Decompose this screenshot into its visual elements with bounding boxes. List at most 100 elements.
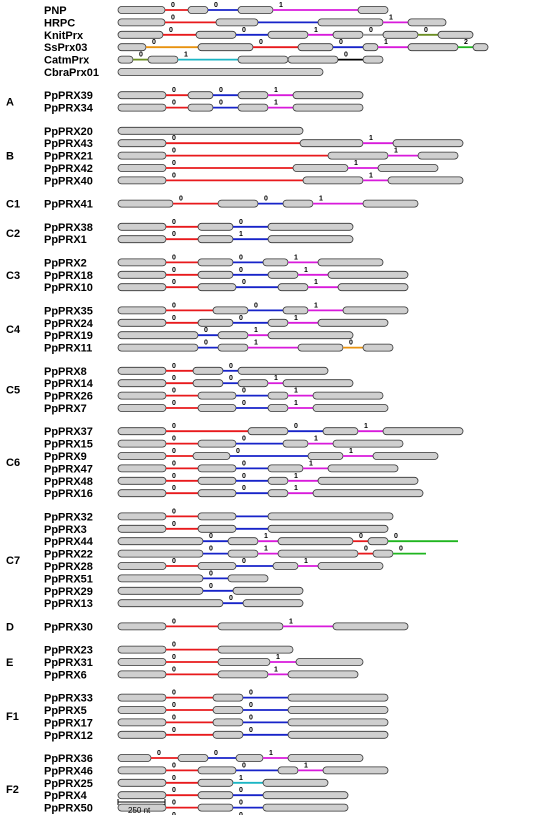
group-label-f2: F2 bbox=[6, 784, 19, 796]
intron-phase-label: 0 bbox=[172, 642, 176, 649]
gene-row-ppprx39: PpPRX39 0 0 1 bbox=[44, 87, 364, 102]
exon-block bbox=[267, 404, 289, 412]
exon-block bbox=[377, 164, 439, 172]
exon-block bbox=[217, 331, 249, 340]
intron-phase-label: 0 bbox=[172, 762, 176, 769]
group-label-a: A bbox=[6, 96, 14, 108]
exon-block bbox=[117, 379, 167, 388]
intron-phase-label: 0 bbox=[359, 533, 363, 540]
gene-name: PpPRX19 bbox=[44, 330, 93, 342]
gene-name: PpPRX50 bbox=[44, 803, 93, 815]
exon-block bbox=[117, 622, 167, 631]
gene-row-ppprx31: PpPRX31 0 1 bbox=[44, 654, 364, 669]
gene-name: PpPRX15 bbox=[44, 439, 93, 451]
exon-block bbox=[217, 645, 294, 654]
exon-block bbox=[282, 439, 309, 448]
intron-phase-label: 0 bbox=[259, 39, 263, 46]
gene-name: PpPRX39 bbox=[44, 90, 93, 102]
gene-name: PpPRX26 bbox=[44, 391, 93, 403]
intron-phase-label: 0 bbox=[172, 521, 176, 528]
intron-phase-label: 1 bbox=[354, 160, 358, 167]
gene-row-ppprx23: PpPRX23 0 bbox=[44, 642, 294, 657]
exon-block bbox=[197, 404, 237, 412]
intron-phase-label: 0 bbox=[242, 473, 246, 480]
exon-block bbox=[332, 30, 364, 39]
gene-name: PpPRX6 bbox=[44, 669, 87, 681]
gene-name: PpPRX13 bbox=[44, 598, 93, 610]
intron-phase-label: 1 bbox=[264, 533, 268, 540]
intron-phase-label: 0 bbox=[172, 135, 176, 142]
intron-phase-label: 0 bbox=[172, 231, 176, 238]
intron-phase-label: 1 bbox=[274, 100, 278, 107]
gene-name: PpPRX38 bbox=[44, 222, 93, 234]
intron-phase-label: 0 bbox=[229, 375, 233, 382]
exon-block bbox=[117, 126, 304, 135]
exon-block bbox=[117, 537, 204, 546]
intron-phase-label: 1 bbox=[304, 558, 308, 565]
exon-block bbox=[317, 258, 384, 267]
exon-block bbox=[262, 791, 349, 800]
gene-row-ppprx33: PpPRX33 0 0 bbox=[44, 690, 389, 705]
exon-block bbox=[317, 476, 419, 485]
intron-phase-label: 0 bbox=[239, 254, 243, 261]
intron-phase-label: 0 bbox=[209, 583, 213, 590]
intron-phase-label: 0 bbox=[172, 400, 176, 407]
gene-name: PpPRX24 bbox=[44, 318, 94, 330]
intron-phase-label: 1 bbox=[394, 148, 398, 155]
gene-row-ppprx3: PpPRX3 0 bbox=[44, 521, 389, 536]
intron-phase-label: 1 bbox=[294, 388, 298, 395]
exon-block bbox=[117, 199, 174, 208]
intron-phase-label: 0 bbox=[172, 388, 176, 395]
gene-name: KnitPrx bbox=[44, 30, 84, 42]
intron-phase-label: 0 bbox=[242, 388, 246, 395]
exon-block bbox=[267, 524, 389, 533]
exon-block bbox=[117, 6, 166, 14]
intron-phase-label: 0 bbox=[172, 666, 176, 673]
gene-row-ppprx28: PpPRX28 0 0 1 bbox=[44, 558, 384, 573]
exon-block bbox=[237, 103, 269, 112]
exon-block bbox=[117, 235, 167, 244]
gene-row-ppprx50: PpPRX50 0 0 bbox=[44, 800, 349, 815]
exon-block bbox=[287, 730, 389, 739]
intron-phase-label: 1 bbox=[239, 775, 243, 782]
group-label-c7: C7 bbox=[6, 555, 20, 567]
intron-phase-label: 0 bbox=[204, 340, 208, 347]
exon-block bbox=[297, 43, 334, 52]
gene-name: PpPRX47 bbox=[44, 463, 93, 475]
gene-name: PpPRX22 bbox=[44, 549, 93, 561]
exon-block bbox=[117, 164, 167, 172]
exon-block bbox=[217, 199, 259, 208]
intron-phase-label: 1 bbox=[294, 315, 298, 322]
intron-phase-label: 0 bbox=[172, 254, 176, 261]
exon-block bbox=[417, 151, 459, 160]
exon-block bbox=[437, 30, 474, 39]
gene-row-ppprx30: PpPRX30 0 1 bbox=[44, 618, 409, 633]
intron-phase-label: 0 bbox=[242, 558, 246, 565]
gene-row-ppprx8: PpPRX8 0 0 bbox=[44, 363, 329, 378]
intron-phase-label: 0 bbox=[172, 448, 176, 455]
exon-block bbox=[267, 270, 299, 279]
group-label-c2: C2 bbox=[6, 228, 20, 240]
exon-block bbox=[117, 658, 167, 666]
exon-block bbox=[277, 549, 359, 558]
intron-phase-label: 0 bbox=[172, 558, 176, 565]
exon-block bbox=[292, 91, 364, 100]
exon-block bbox=[282, 199, 314, 208]
gene-row-ppprx34: PpPRX34 0 0 1 bbox=[44, 100, 364, 115]
exon-block bbox=[217, 658, 271, 666]
exon-block bbox=[197, 489, 237, 498]
intron-phase-label: 0 bbox=[172, 160, 176, 167]
intron-phase-label: 0 bbox=[172, 460, 176, 467]
gene-row-ppprx17: PpPRX17 0 0 bbox=[44, 714, 389, 729]
gene-row-ppprx9: PpPRX9 0 0 1 bbox=[44, 448, 439, 463]
exon-block bbox=[117, 55, 134, 64]
intron-phase-label: 1 bbox=[289, 618, 293, 625]
intron-phase-label: 0 bbox=[249, 714, 253, 721]
intron-phase-label: 0 bbox=[172, 87, 176, 94]
gene-row-ppprx18: PpPRX18 0 0 1 bbox=[44, 267, 409, 282]
exon-block bbox=[217, 622, 284, 631]
intron-phase-label: 0 bbox=[172, 775, 176, 782]
gene-row-ppprx21: PpPRX21 0 1 bbox=[44, 148, 459, 163]
exon-block bbox=[117, 599, 224, 608]
gene-name: PpPRX46 bbox=[44, 765, 93, 777]
